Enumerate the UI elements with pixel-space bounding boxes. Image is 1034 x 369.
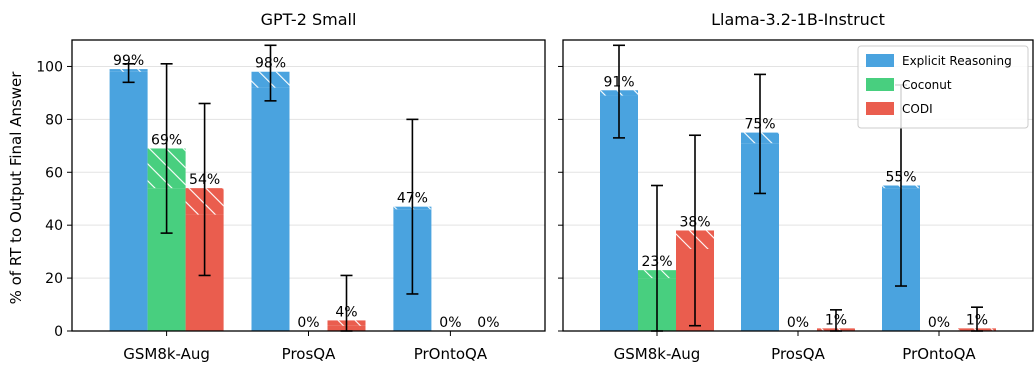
legend-swatch	[866, 54, 894, 67]
x-tick-label: PrOntoQA	[902, 345, 976, 363]
y-tick-label: 0	[54, 324, 63, 340]
x-tick-label: ProsQA	[771, 345, 825, 363]
chart-title: GPT-2 Small	[261, 10, 357, 29]
y-tick-label: 80	[45, 112, 63, 128]
x-tick-label: GSM8k-Aug	[123, 345, 210, 363]
legend-label: Explicit Reasoning	[902, 54, 1012, 68]
legend-swatch	[866, 102, 894, 115]
bar	[109, 71, 148, 331]
x-tick-label: GSM8k-Aug	[614, 345, 701, 363]
data-label: 91%	[603, 74, 634, 90]
data-label: 0%	[439, 315, 461, 331]
y-axis-label: % of RT to Output Final Answer	[7, 71, 25, 305]
bar	[251, 87, 290, 331]
legend-label: CODI	[902, 102, 933, 116]
data-label: 54%	[189, 172, 220, 188]
data-label: 38%	[679, 214, 710, 230]
x-tick-label: PrOntoQA	[414, 345, 488, 363]
data-label: 0%	[477, 315, 499, 331]
data-label: 0%	[297, 315, 319, 331]
legend-label: Coconut	[902, 78, 952, 92]
y-tick-label: 20	[45, 271, 63, 287]
data-label: 4%	[335, 304, 357, 320]
data-label: 98%	[255, 56, 286, 72]
data-label: 0%	[787, 315, 809, 331]
x-tick-label: ProsQA	[282, 345, 336, 363]
data-label: 1%	[966, 312, 988, 328]
legend-swatch	[866, 78, 894, 91]
data-label: 75%	[744, 117, 775, 133]
data-label: 1%	[825, 312, 847, 328]
data-label: 99%	[113, 53, 144, 69]
chart-panel-2: 91% 75% 55% 23% 0% 0% 38% 1% 1% GSM8k-Aug ProsQA Pr…	[558, 10, 1034, 363]
data-label: 55%	[885, 170, 916, 186]
y-tick-label: 60	[45, 165, 63, 181]
data-label: 47%	[397, 191, 428, 207]
chart-panel-1: 0 20 40 60 80 100 99% 98% 47% 69% 0% 0% 54% 4% 0% GSM8k…	[36, 10, 546, 363]
y-tick-label: 100	[36, 59, 63, 75]
legend-box	[857, 45, 1029, 129]
data-label: 23%	[641, 254, 672, 270]
data-label: 0%	[928, 315, 950, 331]
chart-title: Llama-3.2-1B-Instruct	[711, 10, 885, 29]
y-tick-label: 40	[45, 218, 63, 234]
data-label: 69%	[151, 132, 182, 148]
